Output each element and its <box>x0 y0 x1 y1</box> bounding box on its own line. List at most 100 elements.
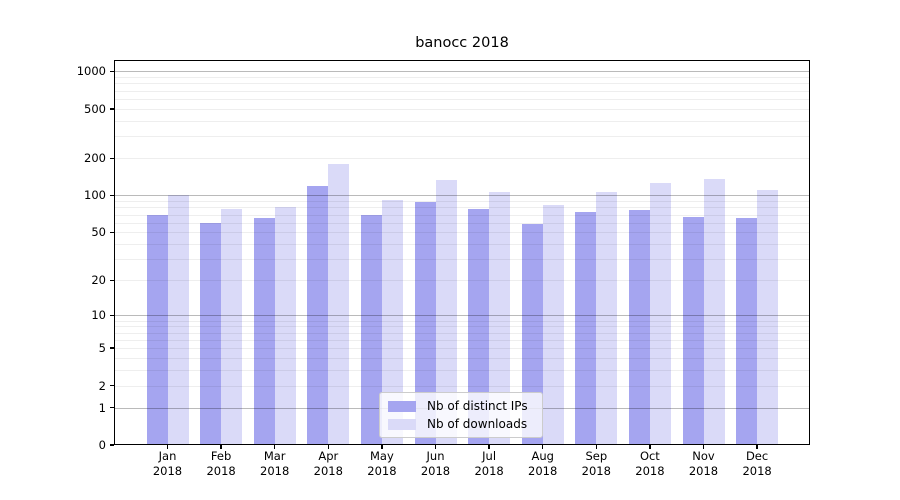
gridline-minor <box>114 385 810 387</box>
gridline-minor <box>114 232 810 234</box>
y-axis-tick <box>109 314 114 317</box>
gridline-minor <box>114 207 810 209</box>
x-tick-month: Jul <box>482 449 497 463</box>
x-axis-tick <box>273 445 276 449</box>
x-tick-label: Jul 2018 <box>459 449 519 478</box>
y-axis-tick <box>109 108 114 110</box>
x-tick-month: Nov <box>692 449 715 463</box>
x-tick-label: Sep 2018 <box>566 449 626 478</box>
gridline-minor <box>114 222 810 224</box>
bar <box>489 192 511 445</box>
y-tick-label: 1 <box>98 400 106 415</box>
bar <box>736 218 758 445</box>
bar <box>414 201 436 445</box>
gridline-minor <box>114 332 810 334</box>
gridline-minor <box>114 120 810 122</box>
x-tick-month: Sep <box>585 449 608 463</box>
gridline-minor <box>114 280 810 282</box>
bar <box>682 216 704 445</box>
bars-layer <box>114 60 810 445</box>
legend-swatch <box>388 418 416 430</box>
x-tick-label: Apr 2018 <box>298 449 358 478</box>
y-axis-tick <box>109 347 114 349</box>
y-tick-label: 2 <box>98 378 106 393</box>
gridline-minor <box>114 136 810 138</box>
x-tick-month: Jan <box>158 449 177 463</box>
x-tick-month: Oct <box>639 449 660 463</box>
y-axis-tick <box>109 406 114 409</box>
bar <box>649 182 671 445</box>
x-tick-year: 2018 <box>528 463 558 478</box>
x-tick-label: Mar 2018 <box>245 449 305 478</box>
y-tick-label: 0 <box>98 438 106 452</box>
gridline-minor <box>114 214 810 216</box>
gridline-minor <box>114 348 810 350</box>
gridline-minor <box>114 158 810 160</box>
x-tick-label: Feb 2018 <box>191 449 251 478</box>
x-tick-month: Mar <box>263 449 286 463</box>
gridline-minor <box>114 244 810 246</box>
legend-item: Nb of distinct IPs <box>386 397 536 415</box>
bar <box>146 215 168 445</box>
x-tick-month: Apr <box>318 449 339 463</box>
gridline-major <box>114 71 810 73</box>
x-axis-tick <box>595 445 598 449</box>
y-tick-label: 100 <box>84 188 106 203</box>
bar <box>381 199 403 445</box>
x-tick-month: May <box>370 449 394 463</box>
gridline-minor <box>114 77 810 79</box>
x-tick-label: Jan 2018 <box>138 449 198 478</box>
legend-label: Nb of downloads <box>427 417 528 431</box>
x-tick-year: 2018 <box>635 463 665 478</box>
x-tick-label: Oct 2018 <box>620 449 680 478</box>
gridline-minor <box>114 90 810 92</box>
y-axis-tick <box>109 157 114 159</box>
x-axis-tick <box>541 445 544 449</box>
x-tick-year: 2018 <box>260 463 290 478</box>
bar <box>596 192 618 445</box>
x-axis-tick <box>649 445 651 449</box>
x-tick-year: 2018 <box>742 463 772 478</box>
gridline-minor <box>114 108 810 110</box>
bar <box>757 189 779 445</box>
bar <box>200 222 222 445</box>
gridline-minor <box>114 357 810 359</box>
y-tick-label: 500 <box>84 101 106 116</box>
y-axis-tick <box>109 279 114 282</box>
bar <box>328 163 350 445</box>
y-tick-label: 20 <box>91 273 106 288</box>
y-tick-label: 200 <box>84 151 106 166</box>
plot-area: Nb of distinct IPs Nb of downloads <box>114 60 810 445</box>
x-tick-month: Dec <box>745 449 769 463</box>
x-tick-label: Jun 2018 <box>406 449 466 478</box>
x-axis-tick <box>220 445 222 449</box>
bar <box>628 210 650 445</box>
x-tick-year: 2018 <box>367 463 397 478</box>
gridline-minor <box>114 320 810 322</box>
bar <box>253 218 275 445</box>
bar <box>521 223 543 445</box>
x-axis-tick <box>327 445 330 449</box>
x-tick-year: 2018 <box>688 463 719 478</box>
x-axis-tick <box>381 445 383 449</box>
x-tick-month: Feb <box>210 449 232 463</box>
legend: Nb of distinct IPs Nb of downloads <box>379 392 543 438</box>
legend-label: Nb of distinct IPs <box>427 399 528 413</box>
y-tick-label: 10 <box>91 308 106 323</box>
y-axis-tick <box>109 231 114 234</box>
gridline-minor <box>114 259 810 261</box>
gridline-minor <box>114 326 810 328</box>
y-axis-tick <box>109 444 114 446</box>
x-tick-year: 2018 <box>313 463 343 478</box>
x-tick-year: 2018 <box>474 463 504 478</box>
bar <box>575 211 597 445</box>
legend-item: Nb of downloads <box>386 415 536 433</box>
x-tick-label: May 2018 <box>352 449 412 478</box>
legend-swatch <box>388 400 416 412</box>
bar <box>360 214 382 445</box>
grid-layer <box>114 60 810 445</box>
gridline-minor <box>114 99 810 101</box>
x-tick-year: 2018 <box>420 463 451 478</box>
gridline-minor <box>114 83 810 85</box>
